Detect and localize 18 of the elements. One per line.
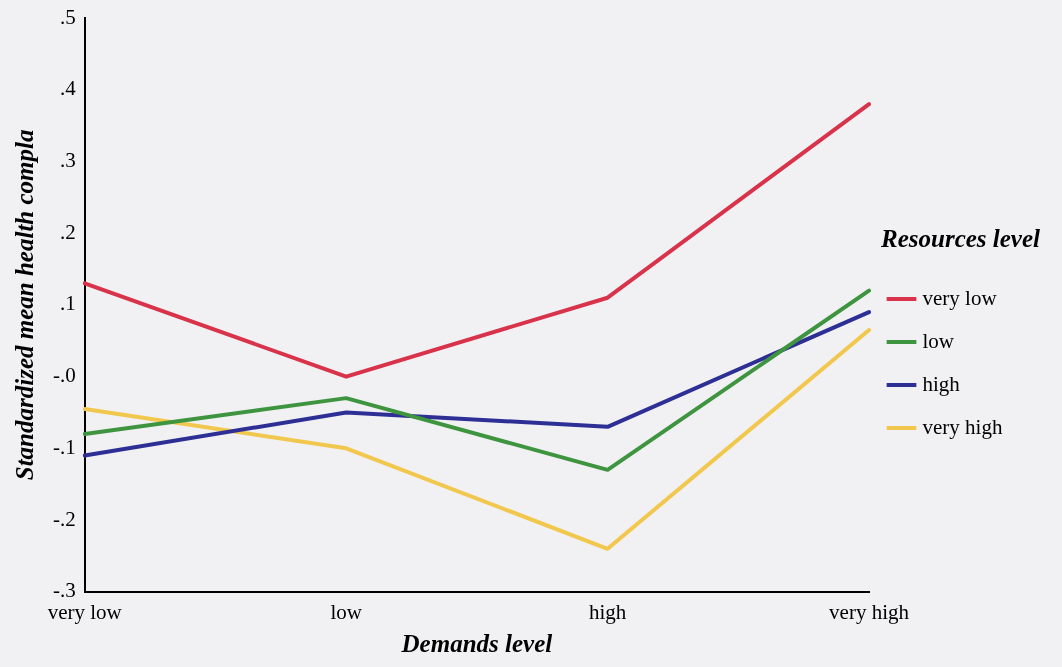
legend-title: Resources level <box>880 225 1041 253</box>
legend-label: very high <box>922 414 1003 439</box>
y-tick-label: .2 <box>59 219 76 244</box>
legend-label: high <box>922 371 961 396</box>
x-tick-label: high <box>588 599 627 624</box>
y-axis-title: Standardized mean health compla <box>11 129 39 481</box>
y-tick-label: .5 <box>59 4 76 29</box>
legend-label: low <box>922 328 955 353</box>
y-tick-label: -.0 <box>52 363 76 388</box>
x-tick-label: low <box>330 599 363 624</box>
y-tick-label: -.2 <box>52 506 76 531</box>
x-tick-label: very high <box>829 599 910 624</box>
y-tick-label: .4 <box>59 76 77 101</box>
y-tick-label: -.1 <box>52 434 76 459</box>
y-tick-label: .1 <box>59 291 76 316</box>
legend-label: very low <box>922 285 998 310</box>
x-axis-title: Demands level <box>400 630 553 658</box>
y-tick-label: .3 <box>59 147 76 172</box>
